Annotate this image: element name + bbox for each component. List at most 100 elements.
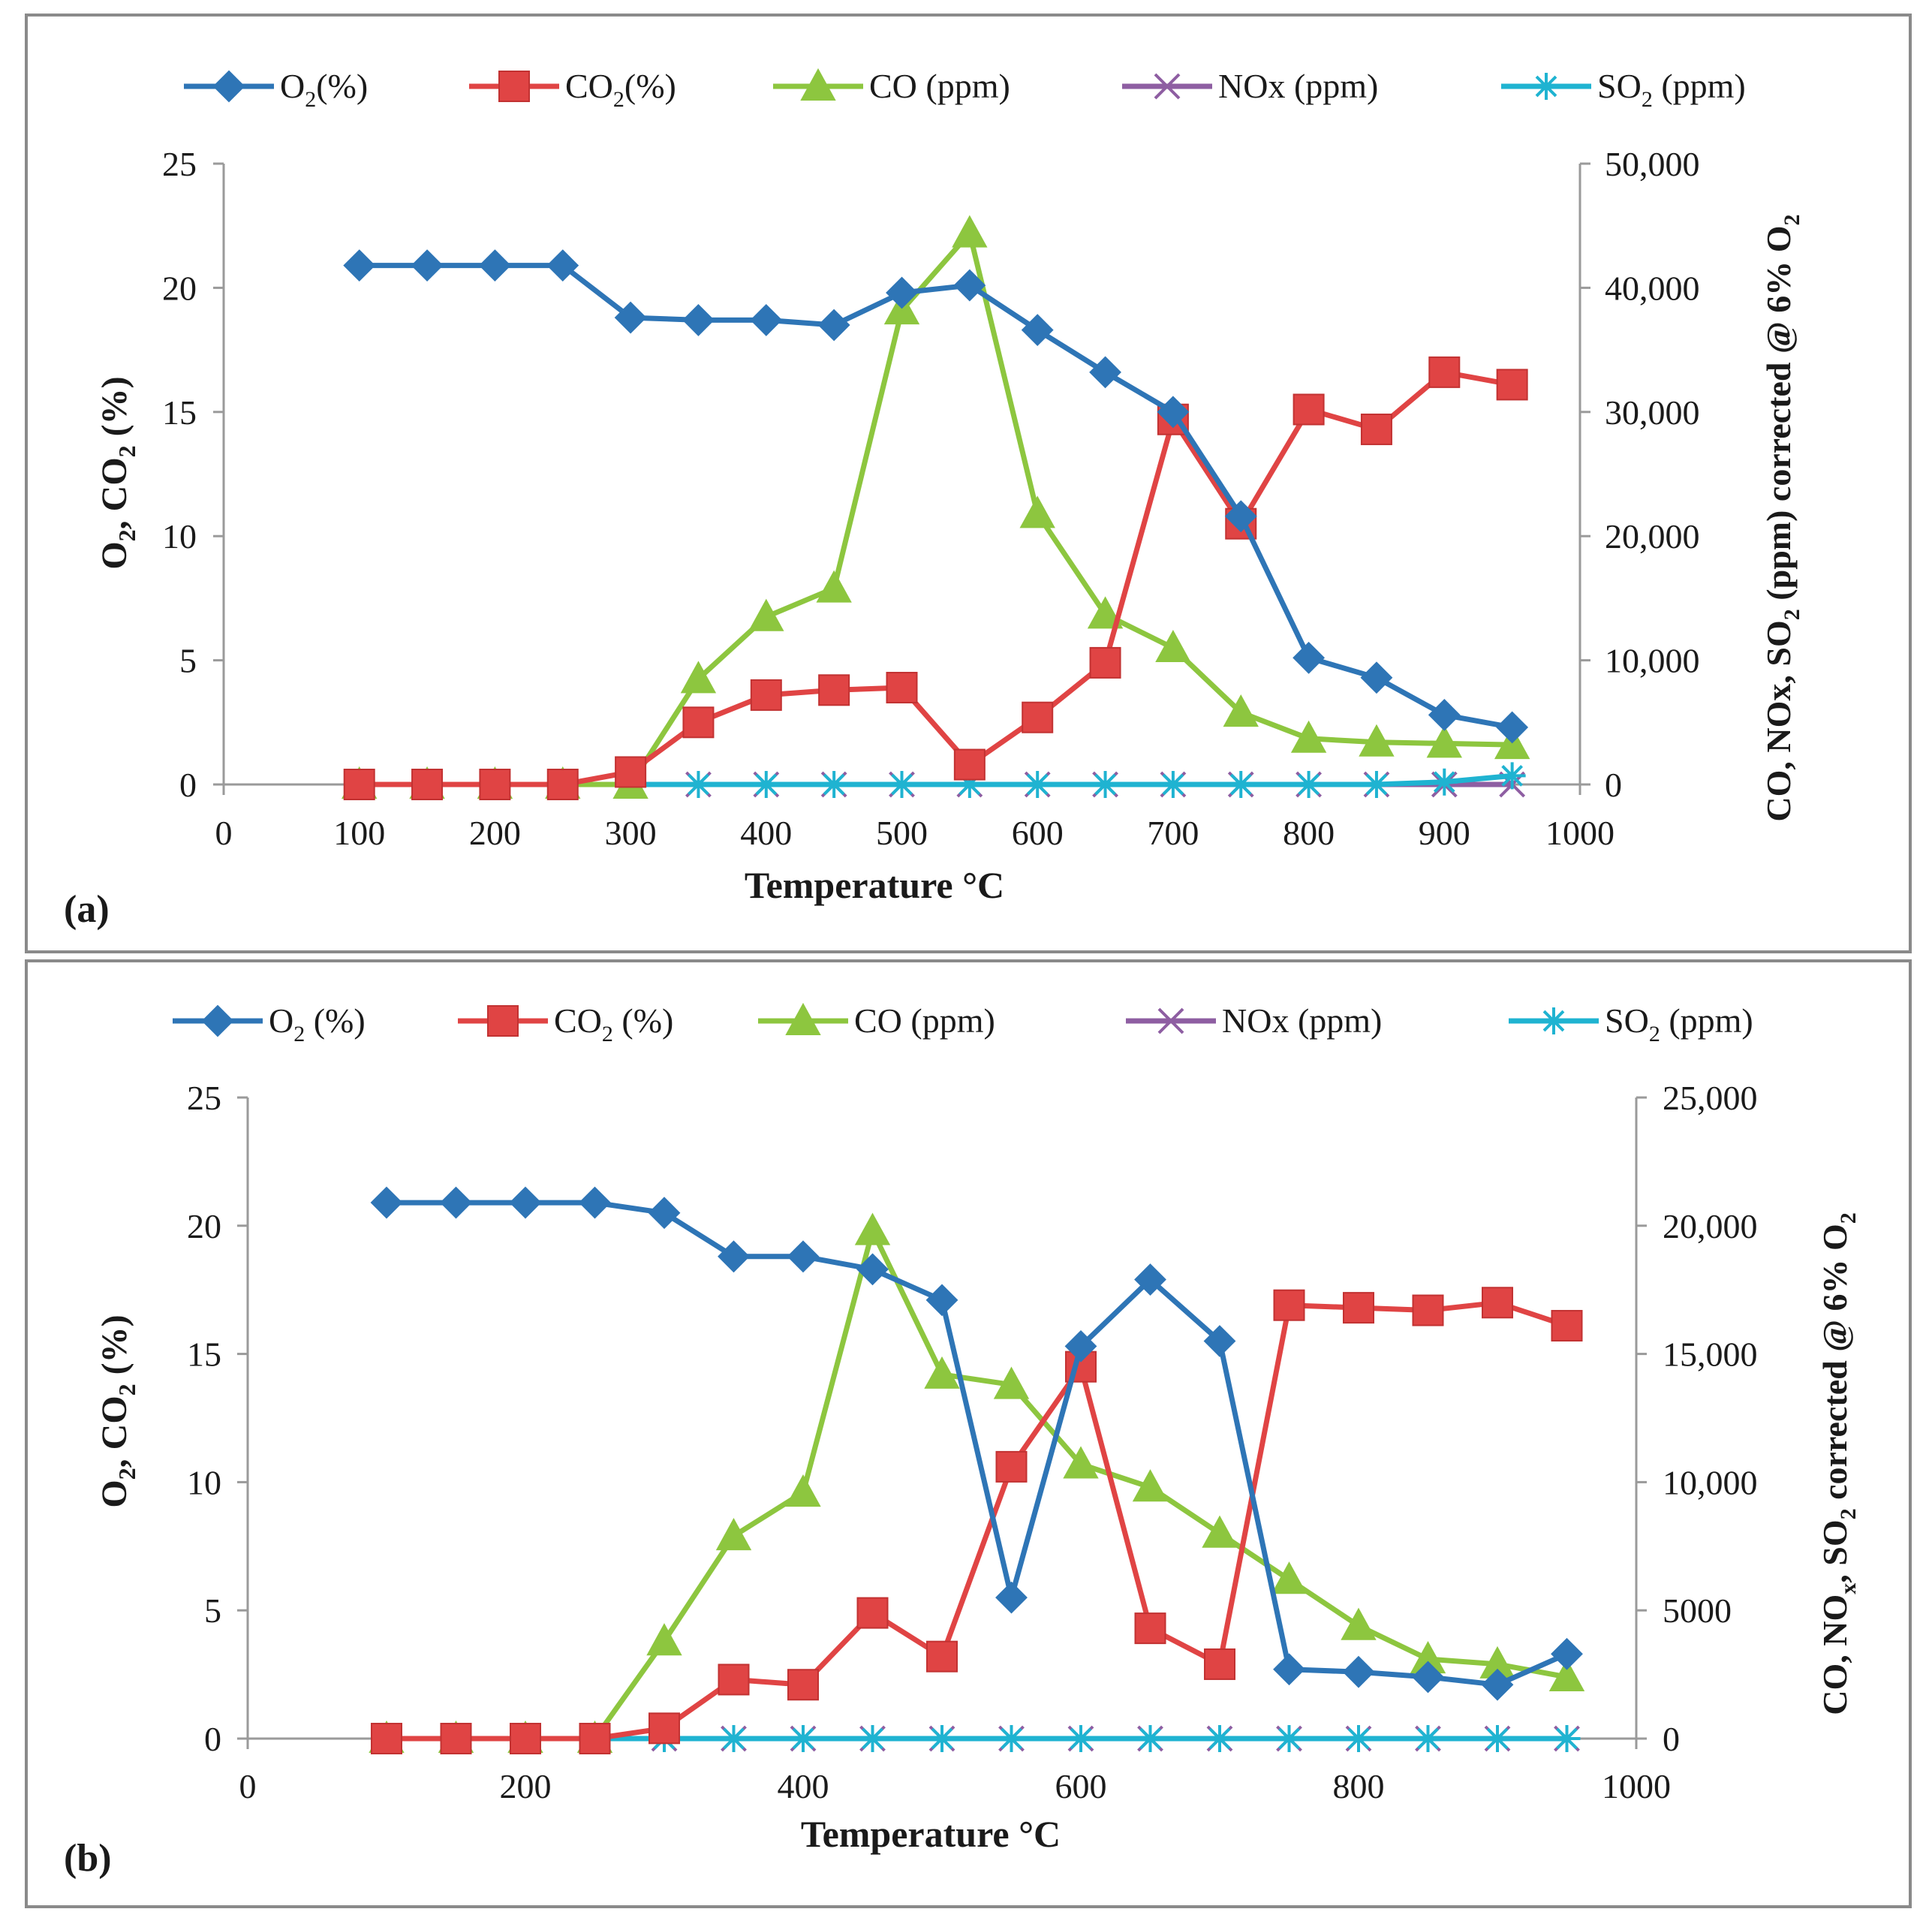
y-left-tick-label: 0 xyxy=(179,766,197,804)
legend-item: O2 (%) xyxy=(173,1001,366,1046)
data-point-star xyxy=(1159,771,1187,798)
data-point-diamond xyxy=(1089,356,1121,389)
y-left-tick-label: 10 xyxy=(162,517,197,556)
legend-marker xyxy=(1157,1007,1184,1034)
data-point-square xyxy=(371,1723,402,1754)
data-point-diamond xyxy=(648,1197,681,1230)
data-point-diamond xyxy=(411,249,444,282)
data-point-star xyxy=(1275,1725,1303,1752)
x-tick-label: 400 xyxy=(740,814,792,852)
data-point-triangle xyxy=(748,598,784,631)
data-point-star xyxy=(1431,768,1458,796)
data-point-star xyxy=(790,1725,817,1752)
legend-item: CO2 (%) xyxy=(458,1001,673,1046)
x-tick-label: 900 xyxy=(1419,814,1470,852)
data-point-diamond xyxy=(509,1186,542,1219)
y-right-tick-label: 5000 xyxy=(1663,1591,1732,1630)
y-right-tick-label: 50,000 xyxy=(1605,145,1700,183)
data-point-square xyxy=(1293,393,1325,426)
legend-label: SO2 (ppm) xyxy=(1605,1001,1753,1046)
data-point-diamond xyxy=(886,276,918,309)
data-point-square xyxy=(995,1450,1028,1483)
y-left-tick-label: 0 xyxy=(204,1720,221,1758)
data-point-square xyxy=(579,1723,611,1754)
data-point-triangle xyxy=(1063,1446,1099,1479)
legend-item: CO2(%) xyxy=(469,67,676,112)
data-point-star xyxy=(859,1725,886,1752)
data-point-square xyxy=(682,706,715,739)
data-point-square xyxy=(440,1723,472,1754)
panel-label: (b) xyxy=(64,1837,112,1880)
y-right-tick-label: 15,000 xyxy=(1663,1335,1758,1374)
data-point-square xyxy=(1273,1289,1305,1321)
legend-label: CO2(%) xyxy=(565,67,676,112)
legend-label: NOx (ppm) xyxy=(1222,1001,1382,1040)
data-point-square xyxy=(546,769,579,800)
data-point-star xyxy=(1414,1725,1442,1752)
x-tick-label: 0 xyxy=(215,814,233,852)
data-point-diamond xyxy=(614,301,647,334)
data-point-square xyxy=(411,769,444,800)
data-point-star xyxy=(1024,771,1052,798)
data-point-triangle xyxy=(1271,1561,1308,1594)
data-point-square xyxy=(1551,1310,1583,1342)
y-right-tick-label: 0 xyxy=(1605,766,1622,804)
x-tick-label: 200 xyxy=(500,1767,552,1805)
y-left-tick-label: 10 xyxy=(187,1463,221,1501)
data-point-square xyxy=(856,1597,889,1629)
data-point-square xyxy=(510,1723,541,1754)
panel-a: O2(%) CO2(%) CO (ppm) NOx (ppm) SO2 (ppm) 0 5… xyxy=(25,14,1912,953)
y-left-tick-label: 15 xyxy=(162,393,197,432)
legend-label: CO (ppm) xyxy=(869,67,1010,105)
x-tick-label: 600 xyxy=(1012,814,1064,852)
data-point-triangle xyxy=(1548,1658,1585,1692)
legend-marker xyxy=(201,1004,234,1037)
data-point-diamond xyxy=(1273,1653,1305,1686)
legend-label: SO2 (ppm) xyxy=(1597,67,1746,112)
data-point-diamond xyxy=(817,309,850,342)
data-point-star xyxy=(928,1725,955,1752)
legend-item: NOx (ppm) xyxy=(1122,67,1378,105)
y-right-tick-label: 10,000 xyxy=(1605,642,1700,680)
legend-label: NOx (ppm) xyxy=(1218,67,1378,105)
legend-item: CO (ppm) xyxy=(773,67,1010,105)
data-point-star xyxy=(752,771,780,798)
y-left-tick-label: 25 xyxy=(162,145,197,183)
x-tick-label: 800 xyxy=(1283,814,1335,852)
data-point-square xyxy=(1343,1292,1374,1324)
y-left-tick-label: 5 xyxy=(179,642,197,680)
data-point-square xyxy=(1089,646,1121,679)
data-point-square xyxy=(718,1664,750,1696)
x-tick-label: 0 xyxy=(239,1767,257,1805)
data-point-star xyxy=(1091,771,1119,798)
legend-item: O2(%) xyxy=(184,67,368,112)
x-tick-label: 600 xyxy=(1055,1767,1107,1805)
y-left-tick-label: 20 xyxy=(187,1207,221,1245)
data-point-star xyxy=(1227,771,1255,798)
y-left-axis-label: O2, CO2 (%) xyxy=(95,376,140,569)
data-point-triangle xyxy=(816,570,852,603)
data-point-triangle xyxy=(1359,724,1395,757)
legend-label: CO2 (%) xyxy=(554,1001,673,1046)
data-point-diamond xyxy=(1293,641,1326,674)
data-point-square xyxy=(1482,1287,1513,1319)
data-point-square xyxy=(1360,413,1392,445)
y-right-tick-label: 20,000 xyxy=(1663,1207,1758,1245)
data-point-triangle xyxy=(1155,629,1191,663)
legend: O2(%) CO2(%) CO (ppm) NOx (ppm) SO2 (ppm) xyxy=(184,67,1746,112)
tick-labels: 0 5 10 15 20 25 0 10,000 20,000 30,000 40,000 50,00… xyxy=(162,145,1700,852)
legend: O2 (%) CO2 (%) CO (ppm) NOx (ppm) SO2 (ppm) xyxy=(173,1001,1753,1046)
data-point-diamond xyxy=(1481,1668,1514,1701)
x-tick-label: 200 xyxy=(469,814,521,852)
legend-label: CO (ppm) xyxy=(854,1001,995,1040)
data-point-square xyxy=(886,671,918,703)
data-point-diamond xyxy=(343,249,376,282)
legend-marker xyxy=(1540,1007,1567,1034)
x-tick-label: 1000 xyxy=(1602,1767,1671,1805)
data-point-star xyxy=(1136,1725,1164,1752)
data-point-star xyxy=(685,771,712,798)
panel-label: (a) xyxy=(64,888,110,931)
data-point-square xyxy=(750,679,782,711)
data-point-square xyxy=(1022,701,1054,733)
tick-labels: 0 5 10 15 20 25 0 5000 10,000 15,000 20,000 25,000 0… xyxy=(187,1079,1758,1805)
